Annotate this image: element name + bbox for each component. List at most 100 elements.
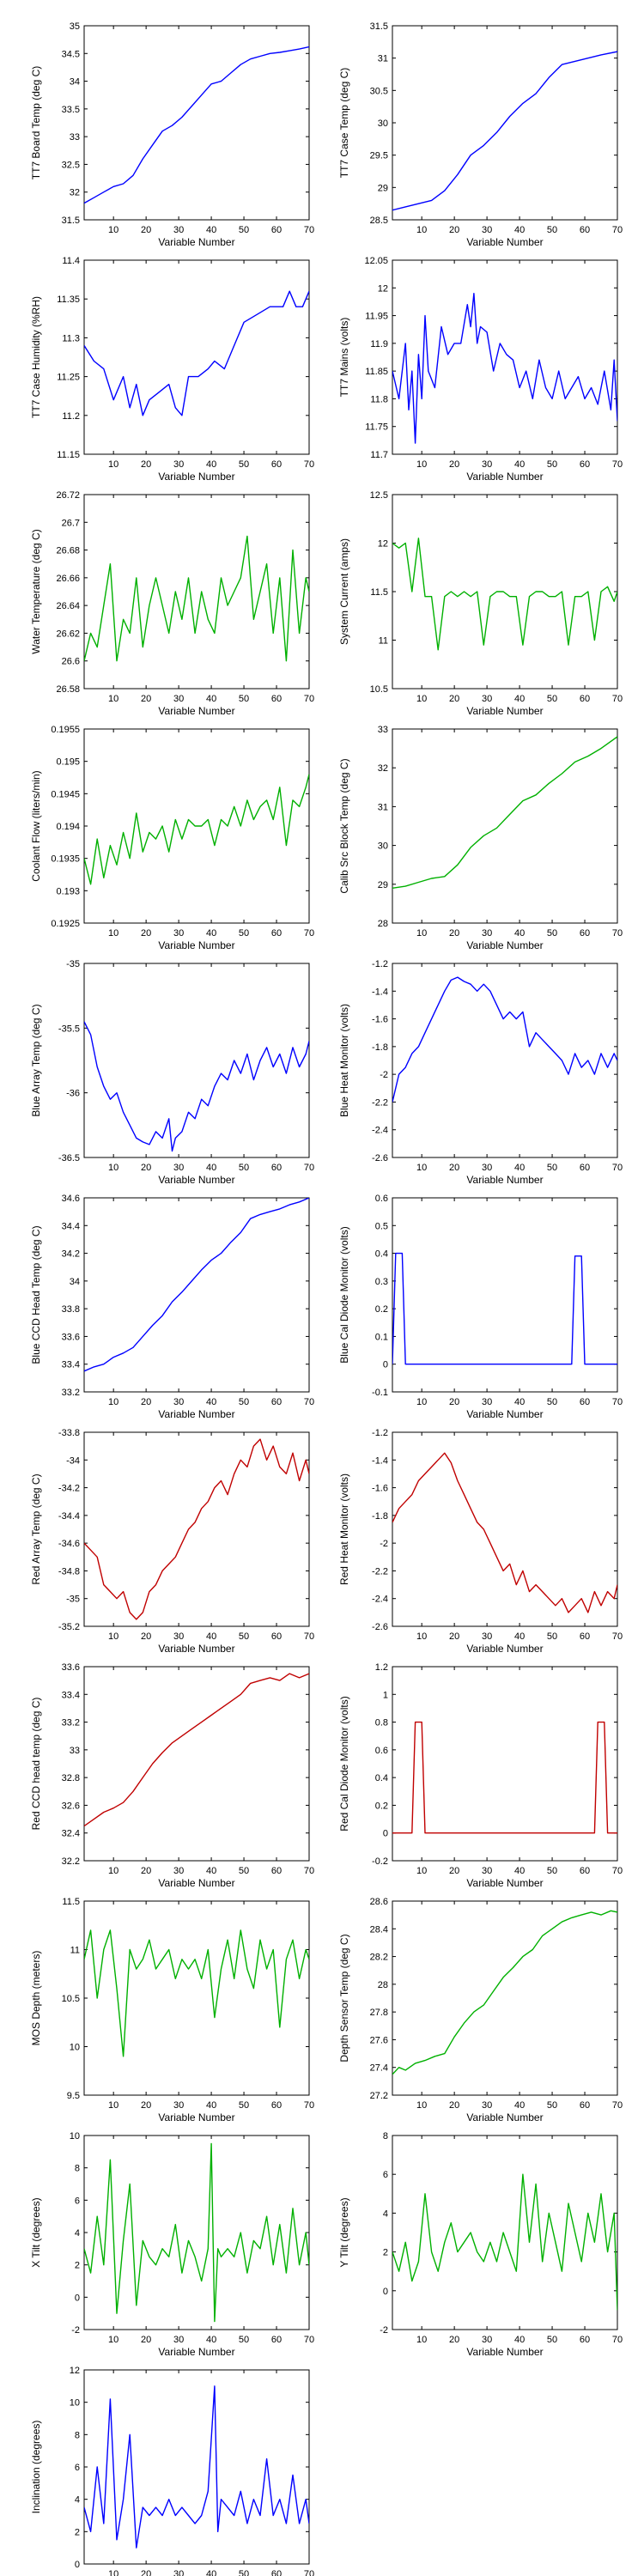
y-tick-label: 33.6 bbox=[62, 1662, 80, 1673]
y-tick-label: 11.5 bbox=[370, 587, 388, 598]
x-tick-label: 40 bbox=[514, 1163, 525, 1173]
chart-panel: 10 20 30 40 50 60 70 11.7 11.75 11.8 11.85 11.9 11.9… bbox=[338, 256, 623, 483]
x-tick-label: 10 bbox=[108, 225, 118, 235]
x-tick-label: 30 bbox=[173, 1163, 184, 1173]
x-tick-label: 20 bbox=[449, 928, 459, 939]
x-axis-label: Variable Number bbox=[466, 939, 543, 951]
x-tick-label: 40 bbox=[206, 1631, 216, 1642]
x-tick-label: 20 bbox=[141, 928, 151, 939]
y-tick-label: -2 bbox=[380, 2325, 388, 2336]
x-tick-label: 30 bbox=[482, 2335, 492, 2345]
data-series-line bbox=[84, 290, 309, 416]
x-tick-label: 60 bbox=[580, 1631, 590, 1642]
x-tick-label: 30 bbox=[482, 1866, 492, 1876]
y-tick-label: -1.2 bbox=[372, 1428, 388, 1438]
x-tick-label: 60 bbox=[580, 459, 590, 470]
x-tick-label: 30 bbox=[482, 2100, 492, 2111]
y-tick-label: 10.5 bbox=[370, 684, 388, 695]
y-tick-label: 28.2 bbox=[370, 1953, 388, 1963]
y-tick-label: -35.2 bbox=[58, 1622, 80, 1632]
x-tick-label: 50 bbox=[547, 225, 557, 235]
y-tick-label: 32 bbox=[70, 188, 80, 198]
x-tick-label: 70 bbox=[612, 225, 623, 235]
x-tick-label: 50 bbox=[547, 459, 557, 470]
chart-panel: 10 20 30 40 50 60 70 9.5 10 10.5 11 11.5 Variable Nu… bbox=[30, 1897, 314, 2123]
x-tick-label: 60 bbox=[271, 2569, 282, 2576]
x-tick-label: 10 bbox=[108, 459, 118, 470]
y-tick-label: -1.4 bbox=[372, 987, 388, 997]
x-tick-label: 50 bbox=[239, 2335, 249, 2345]
x-tick-label: 50 bbox=[547, 1397, 557, 1407]
y-tick-label: 34.4 bbox=[62, 1221, 80, 1231]
y-tick-label: 0.1935 bbox=[51, 854, 80, 865]
y-tick-label: 30 bbox=[378, 841, 388, 852]
x-tick-label: 40 bbox=[206, 225, 216, 235]
x-tick-label: 40 bbox=[206, 2100, 216, 2111]
x-tick-label: 30 bbox=[173, 459, 184, 470]
x-tick-label: 10 bbox=[416, 225, 427, 235]
x-tick-label: 70 bbox=[304, 2569, 314, 2576]
y-tick-label: 8 bbox=[383, 2131, 388, 2142]
x-tick-label: 40 bbox=[514, 2100, 525, 2111]
x-tick-label: 30 bbox=[173, 225, 184, 235]
y-tick-label: 0.2 bbox=[375, 1801, 388, 1811]
y-axis-label: TT7 Case Temp (deg C) bbox=[338, 68, 350, 179]
x-axis-label: Variable Number bbox=[466, 2111, 543, 2123]
x-tick-label: 60 bbox=[271, 459, 282, 470]
y-tick-label: 11.75 bbox=[365, 422, 388, 433]
y-tick-label: 33.2 bbox=[62, 1718, 80, 1728]
x-tick-label: 60 bbox=[580, 694, 590, 704]
y-tick-label: 26.58 bbox=[56, 684, 80, 695]
x-tick-label: 20 bbox=[141, 459, 151, 470]
y-tick-label: 4 bbox=[383, 2208, 388, 2219]
x-tick-label: 20 bbox=[141, 1397, 151, 1407]
data-series-line bbox=[84, 2142, 309, 2323]
y-tick-label: -2.6 bbox=[372, 1622, 388, 1632]
plot-frame bbox=[392, 728, 618, 924]
y-tick-label: 11.35 bbox=[57, 295, 80, 305]
chart-panel: 10 20 30 40 50 60 70 26.58 26.6 26.62 26.64 26.66 26… bbox=[30, 490, 314, 717]
plot-frame bbox=[392, 963, 618, 1158]
y-tick-label: 9.5 bbox=[67, 2091, 80, 2101]
plot-frame bbox=[83, 1197, 310, 1393]
x-tick-label: 70 bbox=[612, 459, 623, 470]
y-tick-label: -2 bbox=[71, 2325, 80, 2336]
y-tick-label: 0.195 bbox=[56, 757, 80, 768]
plot-frame bbox=[83, 1666, 310, 1862]
y-tick-label: 6 bbox=[75, 2196, 80, 2206]
y-tick-label: 26.62 bbox=[56, 629, 80, 639]
chart-panel: 10 20 30 40 50 60 70 -2 0 2 4 6 8 Variable Number Y Ti… bbox=[338, 2131, 623, 2358]
y-tick-label: 33 bbox=[378, 725, 388, 735]
y-tick-label: 26.7 bbox=[62, 518, 80, 528]
x-tick-label: 10 bbox=[108, 694, 118, 704]
x-tick-label: 20 bbox=[449, 225, 459, 235]
data-series-line bbox=[392, 51, 617, 211]
data-series-line bbox=[392, 1910, 617, 2075]
x-tick-label: 70 bbox=[304, 694, 314, 704]
x-axis-label: Variable Number bbox=[466, 1877, 543, 1889]
y-tick-label: 28 bbox=[378, 1980, 388, 1990]
x-tick-label: 10 bbox=[108, 928, 118, 939]
x-tick-label: 60 bbox=[271, 2335, 282, 2345]
x-tick-label: 50 bbox=[547, 694, 557, 704]
x-tick-label: 70 bbox=[612, 694, 623, 704]
chart-panel: 10 20 30 40 50 60 70 27.2 27.4 27.6 27.8 28 28.2 28.4… bbox=[338, 1897, 623, 2123]
x-tick-label: 10 bbox=[108, 1397, 118, 1407]
y-tick-label: 2 bbox=[75, 2261, 80, 2271]
data-series-line bbox=[392, 293, 617, 444]
x-tick-label: 10 bbox=[108, 2335, 118, 2345]
data-series-line bbox=[392, 976, 617, 1103]
x-axis-label: Variable Number bbox=[158, 471, 234, 483]
y-tick-label: 1.2 bbox=[375, 1662, 388, 1673]
y-tick-label: 26.6 bbox=[62, 657, 80, 667]
y-tick-label: 0.5 bbox=[375, 1221, 388, 1231]
plot-frame bbox=[83, 2369, 310, 2565]
x-axis-label: Variable Number bbox=[466, 705, 543, 717]
x-tick-label: 50 bbox=[239, 2100, 249, 2111]
x-axis-label: Variable Number bbox=[466, 471, 543, 483]
y-axis-label: System Current (amps) bbox=[338, 538, 350, 645]
x-tick-label: 70 bbox=[612, 1631, 623, 1642]
x-axis-label: Variable Number bbox=[158, 2346, 234, 2358]
